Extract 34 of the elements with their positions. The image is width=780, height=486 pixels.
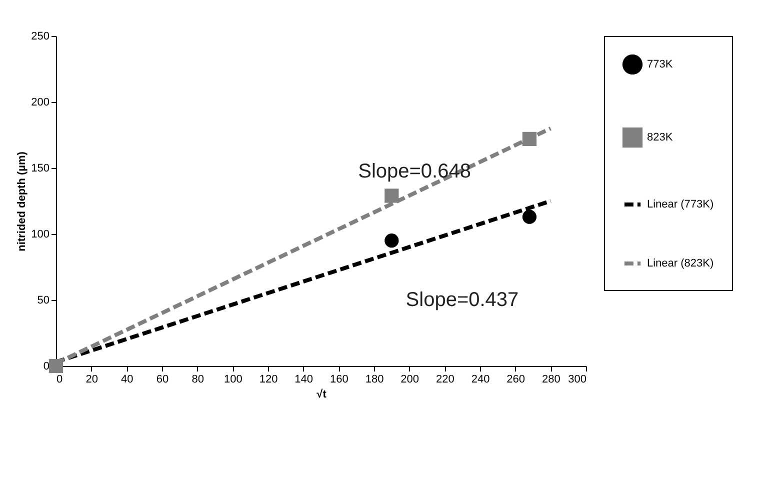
y-tick-label: 250 [31, 30, 50, 42]
point [48, 358, 64, 374]
legend-label: 773K [647, 58, 674, 70]
y-tick-label: 100 [31, 228, 50, 240]
point [522, 132, 537, 146]
x-tick-label: 200 [400, 374, 420, 386]
x-tick-label: 240 [471, 374, 490, 386]
y-tick-label: 50 [37, 294, 50, 306]
point [384, 188, 399, 203]
x-tick-label: 120 [259, 374, 278, 386]
y-tick-label: 200 [31, 96, 50, 108]
legend-label: Linear (823K) [647, 258, 714, 270]
x-tick-label: 160 [330, 374, 348, 386]
x-tick-label: 140 [294, 374, 314, 386]
x-tick-label: 60 [156, 374, 169, 386]
y-axis-title: nitrided depth (µm) [16, 151, 28, 252]
y-tick-label: 150 [31, 162, 50, 174]
point [384, 234, 399, 248]
x-tick-label: 220 [436, 374, 454, 386]
point [522, 210, 537, 224]
x-tick-label: 280 [542, 374, 560, 386]
x-axis-title: √t [316, 388, 327, 400]
x-tick-label: 0 [56, 374, 63, 386]
x-tick-label: 20 [86, 374, 98, 386]
x-tick-label: 300 [568, 374, 586, 386]
x-tick-label: 100 [224, 374, 242, 386]
x-tick-label: 180 [365, 374, 384, 386]
x-tick-label: 40 [121, 374, 134, 386]
y-tick-label: 0 [43, 360, 50, 372]
x-tick-label: 80 [192, 374, 204, 386]
legend-label: 823K [647, 132, 674, 144]
annotation: Slope=0.437 [406, 289, 519, 311]
x-tick-label: 260 [506, 374, 526, 386]
legend-label: Linear (773K) [647, 198, 714, 210]
